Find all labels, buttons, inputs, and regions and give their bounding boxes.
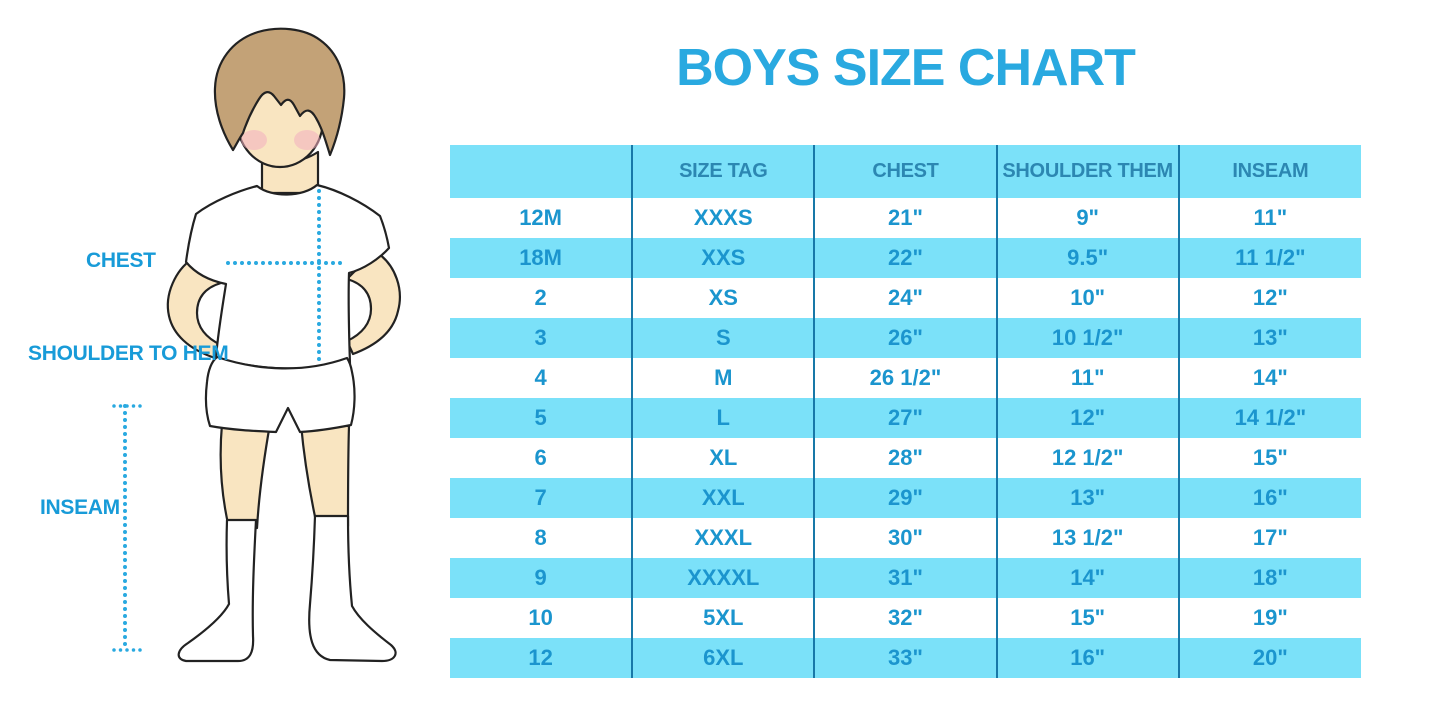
- column-header-size: [450, 145, 633, 198]
- table-row: 2 XS 24" 10" 12": [450, 278, 1361, 318]
- table-cell: 20": [1177, 638, 1361, 678]
- table-cell: 30": [813, 518, 997, 558]
- left-cheek-shape: [241, 130, 267, 150]
- table-cell: 3: [534, 325, 547, 350]
- table-cell: XXS: [631, 238, 815, 278]
- table-cell: 24": [813, 278, 997, 318]
- table-cell: 12: [528, 645, 553, 670]
- table-cell: 4: [534, 365, 547, 390]
- table-cell: 21": [813, 198, 997, 238]
- table-cell: 12": [1177, 278, 1361, 318]
- table-cell: XL: [631, 438, 815, 478]
- table-cell: 12M: [519, 205, 562, 230]
- boy-figure-svg: [112, 27, 401, 663]
- table-row: 9 XXXXL 31" 14" 18": [450, 558, 1361, 598]
- size-table: SIZE TAG CHEST SHOULDER THEM INSEAM 12M …: [450, 145, 1361, 678]
- table-row: 12M XXXS 21" 9" 11": [450, 198, 1361, 238]
- shoulder-to-hem-label: SHOULDER TO HEM: [28, 342, 229, 365]
- table-cell: L: [631, 398, 815, 438]
- shorts-shape: [204, 355, 356, 434]
- table-cell: 9.5": [995, 238, 1179, 278]
- left-sock-shape: [177, 518, 258, 663]
- column-header-chest: CHEST: [813, 145, 997, 198]
- table-cell: XXXXL: [631, 558, 815, 598]
- table-cell: 15": [995, 598, 1179, 638]
- table-cell: XXXS: [631, 198, 815, 238]
- table-cell: 10 1/2": [995, 318, 1179, 358]
- table-cell: 5: [534, 405, 547, 430]
- table-cell: 22": [813, 238, 997, 278]
- column-header-inseam: INSEAM: [1177, 145, 1361, 198]
- table-cell: 29": [813, 478, 997, 518]
- table-cell: 27": [813, 398, 997, 438]
- table-cell: 14": [1177, 358, 1361, 398]
- table-cell: S: [631, 318, 815, 358]
- right-sock-shape: [308, 514, 397, 663]
- table-cell: 32": [813, 598, 997, 638]
- table-row: 6 XL 28" 12 1/2" 15": [450, 438, 1361, 478]
- table-cell: 6XL: [631, 638, 815, 678]
- column-header-shoulder: SHOULDER THEM: [995, 145, 1179, 198]
- table-cell: 11 1/2": [1177, 238, 1361, 278]
- table-cell: XS: [631, 278, 815, 318]
- table-cell: 31": [813, 558, 997, 598]
- table-row: 12 6XL 33" 16" 20": [450, 638, 1361, 678]
- right-leg-shape: [299, 422, 351, 528]
- table-cell: 16": [995, 638, 1179, 678]
- inseam-label: INSEAM: [40, 496, 120, 519]
- table-cell: 17": [1177, 518, 1361, 558]
- table-row: 7 XXL 29" 13" 16": [450, 478, 1361, 518]
- table-row: 5 L 27" 12" 14 1/2": [450, 398, 1361, 438]
- table-cell: 9: [534, 565, 547, 590]
- table-row: 4 M 26 1/2" 11" 14": [450, 358, 1361, 398]
- boy-figure-illustration: CHEST SHOULDER TO HEM INSEAM: [0, 0, 450, 723]
- table-cell: 28": [813, 438, 997, 478]
- table-cell: 26 1/2": [813, 358, 997, 398]
- table-row: 10 5XL 32" 15" 19": [450, 598, 1361, 638]
- table-cell: 9": [995, 198, 1179, 238]
- table-cell: M: [631, 358, 815, 398]
- table-row: 3 S 26" 10 1/2" 13": [450, 318, 1361, 358]
- table-cell: 26": [813, 318, 997, 358]
- page-title: BOYS SIZE CHART: [676, 39, 1136, 97]
- table-cell: 15": [1177, 438, 1361, 478]
- table-cell: 12": [995, 398, 1179, 438]
- table-cell: 18M: [519, 245, 562, 270]
- table-cell: 13 1/2": [995, 518, 1179, 558]
- table-cell: 13": [1177, 318, 1361, 358]
- table-cell: XXXL: [631, 518, 815, 558]
- table-cell: 10": [995, 278, 1179, 318]
- chest-label: CHEST: [86, 249, 156, 272]
- table-row: 18M XXS 22" 9.5" 11 1/2": [450, 238, 1361, 278]
- table-cell: 2: [534, 285, 547, 310]
- table-cell: 5XL: [631, 598, 815, 638]
- table-cell: 13": [995, 478, 1179, 518]
- table-cell: 8: [534, 525, 547, 550]
- left-leg-shape: [219, 422, 272, 530]
- table-cell: XXL: [631, 478, 815, 518]
- table-cell: 12 1/2": [995, 438, 1179, 478]
- table-cell: 7: [534, 485, 547, 510]
- table-cell: 33": [813, 638, 997, 678]
- header-row: SIZE TAG CHEST SHOULDER THEM INSEAM: [450, 145, 1361, 198]
- table-cell: 16": [1177, 478, 1361, 518]
- table-cell: 14 1/2": [1177, 398, 1361, 438]
- table-cell: 19": [1177, 598, 1361, 638]
- table-cell: 14": [995, 558, 1179, 598]
- table-cell: 6: [534, 445, 547, 470]
- table-cell: 11": [995, 358, 1179, 398]
- table-cell: 11": [1177, 198, 1361, 238]
- hair-shape: [213, 27, 346, 157]
- table-cell: 10: [528, 605, 553, 630]
- right-cheek-shape: [294, 130, 320, 150]
- table-cell: 18": [1177, 558, 1361, 598]
- table-row: 8 XXXL 30" 13 1/2" 17": [450, 518, 1361, 558]
- column-header-size-tag: SIZE TAG: [631, 145, 815, 198]
